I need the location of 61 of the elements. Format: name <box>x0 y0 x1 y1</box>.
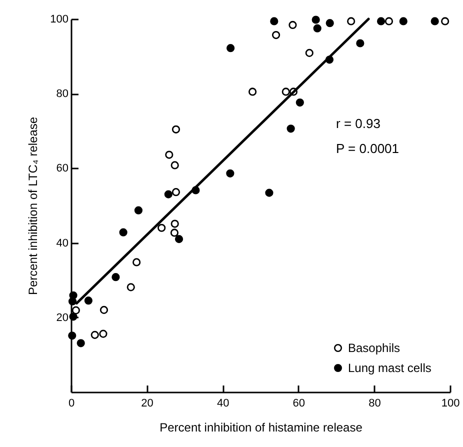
x-tick-label: 80 <box>368 398 381 410</box>
point <box>384 17 394 26</box>
point <box>134 206 143 214</box>
point <box>99 330 108 338</box>
point <box>399 17 408 26</box>
point <box>126 283 135 292</box>
y-axis-title: Percent inhibition of LTC₄ release <box>26 116 40 296</box>
point <box>326 19 334 28</box>
y-tick-label: 100 <box>50 14 68 26</box>
point <box>226 169 234 178</box>
x-tick-label: 100 <box>441 398 460 410</box>
point <box>282 88 290 96</box>
point <box>313 24 322 32</box>
annotation: P = 0.0001 <box>336 141 400 156</box>
point <box>376 17 386 26</box>
legend-label: Lung mast cells <box>348 361 432 375</box>
point <box>296 98 304 107</box>
y-tick-label: 80 <box>56 88 68 100</box>
x-tick-label: 0 <box>68 398 75 410</box>
point <box>158 224 166 232</box>
point <box>72 306 80 314</box>
point <box>100 306 108 314</box>
point <box>248 88 257 96</box>
point <box>170 161 179 170</box>
annotation: r = 0.93 <box>336 116 380 131</box>
point <box>441 17 450 26</box>
point <box>84 296 92 305</box>
y-tick-label: 40 <box>56 237 68 250</box>
y-tick-label: 20 <box>56 312 68 324</box>
point <box>68 332 76 340</box>
point <box>286 124 295 133</box>
point <box>226 44 235 52</box>
point <box>430 17 439 26</box>
point <box>76 339 85 348</box>
point <box>165 150 174 159</box>
point <box>356 39 364 48</box>
legend-label: Basophils <box>348 341 400 355</box>
x-tick-label: 60 <box>292 398 306 410</box>
point <box>119 228 128 236</box>
point <box>288 20 297 30</box>
point <box>347 17 356 26</box>
point <box>90 330 99 339</box>
point <box>170 220 179 228</box>
point <box>305 48 314 57</box>
point <box>132 258 141 266</box>
point <box>68 297 77 306</box>
point <box>172 188 180 196</box>
point <box>270 17 278 26</box>
point <box>174 235 184 244</box>
point <box>69 312 78 321</box>
x-tick-label: 40 <box>216 398 230 410</box>
point <box>164 190 172 198</box>
x-axis-title: Percent inhibition of histamine release <box>160 420 363 434</box>
point <box>265 188 274 197</box>
point <box>272 30 280 40</box>
point <box>172 125 180 134</box>
x-tick-label: 20 <box>141 398 154 410</box>
y-tick-label: 60 <box>56 162 68 175</box>
point <box>312 16 320 24</box>
point <box>112 273 120 282</box>
point <box>170 228 179 237</box>
